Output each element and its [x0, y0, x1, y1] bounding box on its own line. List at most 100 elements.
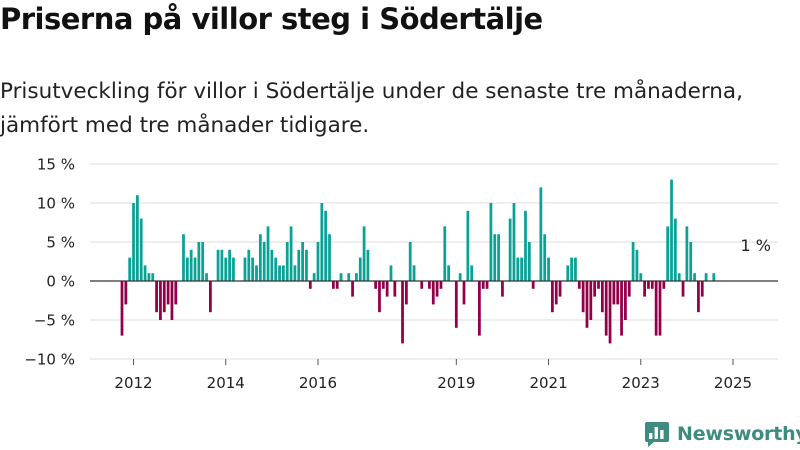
bar: [243, 257, 247, 281]
bar: [251, 257, 255, 281]
bar: [312, 273, 316, 281]
bar: [508, 218, 512, 281]
bar: [412, 265, 416, 281]
bar: [527, 242, 531, 281]
bar: [431, 281, 435, 305]
bar: [470, 265, 474, 281]
bar: [159, 281, 162, 320]
bar: [135, 195, 139, 281]
bar: [355, 273, 358, 281]
bar: [339, 273, 343, 281]
bar: [589, 281, 593, 320]
bar: [624, 281, 627, 320]
bar: [439, 281, 443, 289]
bar: [132, 203, 135, 281]
bar: [389, 265, 393, 281]
bar: [351, 281, 354, 297]
bar: [358, 257, 362, 281]
bar: [408, 242, 412, 281]
bar: [174, 281, 178, 305]
bar: [366, 249, 370, 281]
bar: [570, 257, 573, 281]
bar: [147, 273, 151, 281]
bar: [205, 273, 208, 281]
bar: [297, 249, 301, 281]
bar: [512, 203, 516, 281]
bar: [689, 242, 693, 281]
bar: [305, 249, 308, 281]
bar: [282, 265, 285, 281]
bar: [255, 265, 258, 281]
bar: [635, 249, 639, 281]
bar: [650, 281, 654, 289]
bar: [197, 242, 201, 281]
bar: [600, 281, 604, 313]
bar: [647, 281, 650, 289]
bar: [447, 265, 451, 281]
bar: [139, 218, 143, 281]
bar: [274, 257, 278, 281]
bar: [128, 257, 132, 281]
y-tick-label: −10 %: [24, 351, 75, 369]
bar: [320, 203, 324, 281]
bar: [324, 210, 328, 281]
x-axis-ticks: 2012 2014 2016 2019 2021 2023 2025: [114, 359, 752, 392]
bar: [435, 281, 439, 297]
bar: [454, 281, 458, 328]
bar: [597, 281, 600, 289]
bar: [185, 257, 189, 281]
bar: [458, 273, 462, 281]
bar: [585, 281, 589, 328]
bar: [124, 281, 128, 305]
y-tick-label: 5 %: [46, 234, 75, 252]
chart-subtitle: Prisutveckling för villor i Södertälje u…: [0, 79, 743, 138]
bar: [516, 257, 520, 281]
bar: [224, 257, 228, 281]
bar: [385, 281, 389, 297]
bar: [566, 265, 570, 281]
bar: [285, 242, 289, 281]
bar: [670, 179, 673, 281]
bar: [316, 242, 320, 281]
bar: [477, 281, 481, 336]
bar: [381, 281, 385, 289]
bar: [201, 242, 205, 281]
bar: [374, 281, 378, 289]
x-tick-label: 2016: [299, 374, 337, 392]
bar: [685, 226, 689, 281]
bar: [151, 273, 155, 281]
bar: [673, 218, 677, 281]
bar-chart-logo-icon: [645, 422, 669, 447]
x-tick-label: 2014: [207, 374, 245, 392]
bar: [162, 281, 166, 313]
bar: [270, 249, 274, 281]
bar: [554, 281, 558, 305]
x-tick-label: 2025: [714, 374, 752, 392]
bar: [189, 249, 193, 281]
bar: [627, 281, 631, 297]
bar: [232, 257, 235, 281]
bar: [228, 249, 231, 281]
bar: [335, 281, 339, 289]
bar: [681, 281, 685, 297]
y-tick-label: 15 %: [37, 156, 75, 174]
bar: [481, 281, 485, 289]
bar: [209, 281, 212, 313]
bar: [700, 281, 704, 297]
y-tick-label: −5 %: [34, 312, 75, 330]
bar: [393, 281, 397, 297]
bar: [278, 265, 281, 281]
bar: [155, 281, 158, 313]
bar: [404, 281, 408, 305]
bar: [577, 281, 581, 289]
y-tick-label: 0 %: [46, 273, 75, 291]
bar: [639, 273, 643, 281]
bar: [301, 242, 304, 281]
bar: [712, 273, 716, 281]
y-tick-label: 10 %: [37, 195, 75, 213]
bar: [466, 210, 470, 281]
bar: [401, 281, 404, 344]
latest-value-label: 1 %: [741, 236, 771, 255]
bar: [520, 257, 524, 281]
